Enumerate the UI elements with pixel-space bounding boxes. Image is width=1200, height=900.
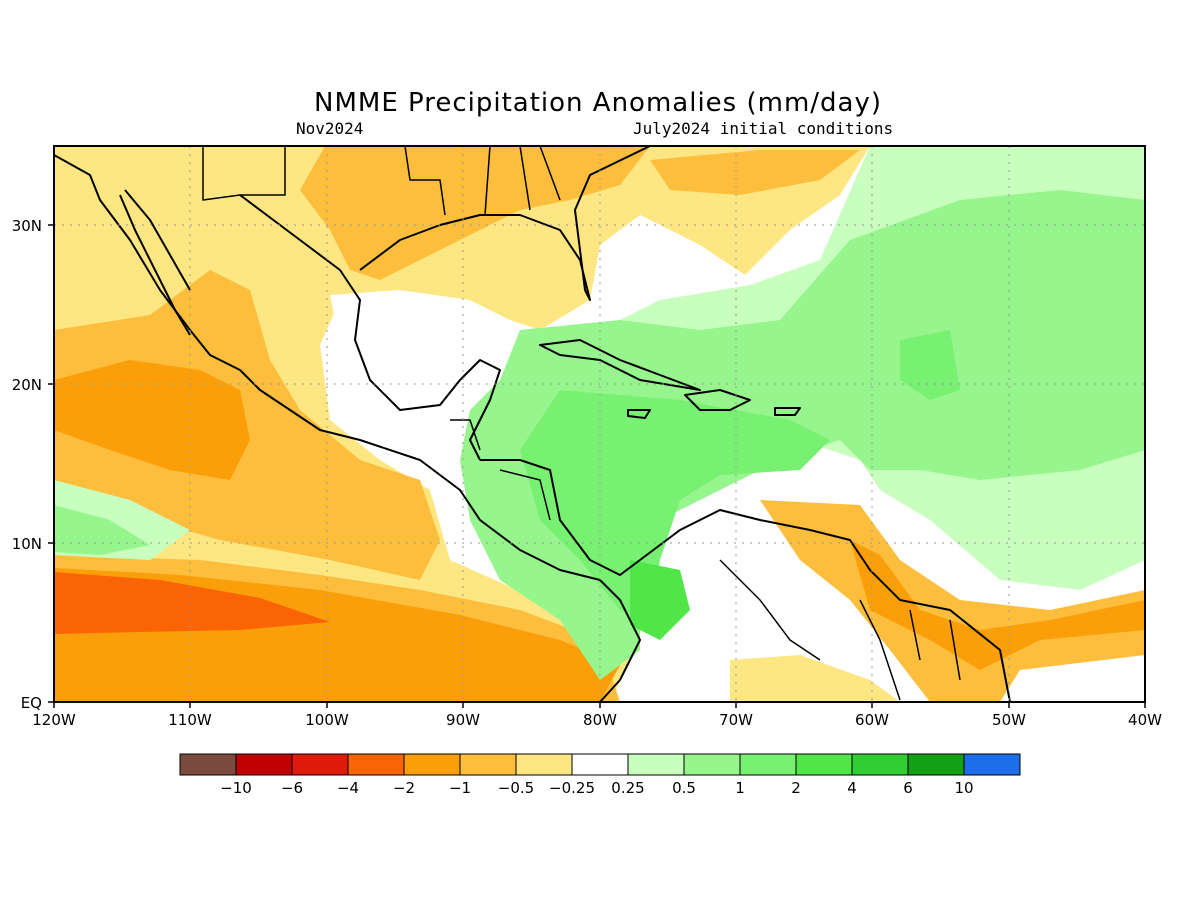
colorbar-swatch <box>235 753 293 776</box>
coastline-baja <box>119 189 191 336</box>
country-borders <box>202 146 961 701</box>
y-tick-label: 20N <box>12 376 42 394</box>
colorbar-label: 6 <box>903 779 913 797</box>
colorbar-label: 1 <box>735 779 745 797</box>
colorbar <box>179 753 1021 776</box>
colorbar-label: 0.25 <box>611 779 644 797</box>
anomaly-region-moderate-us <box>300 146 650 280</box>
colorbar-swatch <box>795 753 853 776</box>
colorbar-label: −10 <box>220 779 252 797</box>
y-tick-label: 10N <box>12 535 42 553</box>
colorbar-label: −2 <box>393 779 415 797</box>
forecast-month: Nov2024 <box>296 119 363 138</box>
colorbar-label: 4 <box>847 779 857 797</box>
cuba-island <box>539 339 701 391</box>
anomaly-region-wet-peak <box>630 560 690 640</box>
colorbar-swatch <box>963 753 1021 776</box>
coastline-central-america <box>480 459 641 576</box>
colorbar-swatch <box>851 753 909 776</box>
colorbar-swatch <box>179 753 237 776</box>
gridlines <box>54 146 1145 702</box>
colorbar-swatch <box>627 753 685 776</box>
colorbar-labels: −10 −6 −4 −2 −1 −0.5 −0.25 0.25 0.5 1 2 4 6 10 <box>220 779 973 797</box>
colorbar-swatch <box>739 753 797 776</box>
colorbar-label: 10 <box>954 779 973 797</box>
colorbar-label: −6 <box>281 779 303 797</box>
colorbar-label: −1 <box>449 779 471 797</box>
x-tick-label: 120W <box>32 711 76 729</box>
initial-conditions: July2024 initial conditions <box>633 119 893 138</box>
anomaly-region-neutral-gulf <box>330 290 530 410</box>
hispaniola-island <box>684 389 751 411</box>
anomaly-region-dry-guianas-core <box>850 540 1145 670</box>
anomaly-region-moderate-atlantic <box>650 150 860 195</box>
x-tick-label: 60W <box>855 711 889 729</box>
colorbar-label: −0.5 <box>498 779 534 797</box>
colorbar-swatch <box>403 753 461 776</box>
colorbar-label: −0.25 <box>549 779 595 797</box>
y-axis-labels: EQ 10N 20N 30N <box>12 217 42 712</box>
colorbar-label: 0.5 <box>672 779 696 797</box>
anomaly-region-dry-amazon <box>730 655 900 702</box>
colorbar-swatch <box>291 753 349 776</box>
colorbar-swatch <box>347 753 405 776</box>
figure-title: NMME Precipitation Anomalies (mm/day) <box>314 88 882 118</box>
coastline-mexico-pacific <box>54 154 641 702</box>
y-tick-label: EQ <box>21 694 42 712</box>
colorbar-swatch <box>683 753 741 776</box>
coastline-south-america <box>639 509 1011 702</box>
x-tick-label: 40W <box>1128 711 1162 729</box>
x-tick-label: 70W <box>719 711 753 729</box>
puerto-rico-island <box>774 407 801 416</box>
x-tick-label: 100W <box>305 711 349 729</box>
colorbar-swatch <box>907 753 965 776</box>
colorbar-swatch <box>515 753 573 776</box>
anomaly-region-itcz-strong <box>54 572 330 634</box>
anomaly-region-dry-north <box>54 146 870 702</box>
colorbar-label: −4 <box>337 779 359 797</box>
x-tick-label: 50W <box>992 711 1026 729</box>
coastlines <box>54 146 1011 702</box>
anomaly-region-wet-core <box>520 390 830 620</box>
x-tick-label: 80W <box>583 711 617 729</box>
x-axis-labels: 120W 110W 100W 90W 80W 70W 60W 50W 40W <box>32 711 1162 729</box>
x-tick-label: 90W <box>446 711 480 729</box>
anomaly-region-dry-pacific-core <box>54 360 250 480</box>
colorbar-swatch <box>571 753 629 776</box>
jamaica-island <box>627 409 651 419</box>
colorbar-swatch <box>459 753 517 776</box>
colorbar-label: 2 <box>791 779 801 797</box>
anomaly-region-wet-atlantic-core <box>900 330 960 400</box>
anomaly-map <box>54 146 1145 702</box>
x-tick-label: 110W <box>168 711 212 729</box>
y-tick-label: 30N <box>12 217 42 235</box>
coastline-gulf <box>239 194 501 461</box>
y-axis <box>48 224 54 703</box>
x-axis <box>53 702 1146 708</box>
